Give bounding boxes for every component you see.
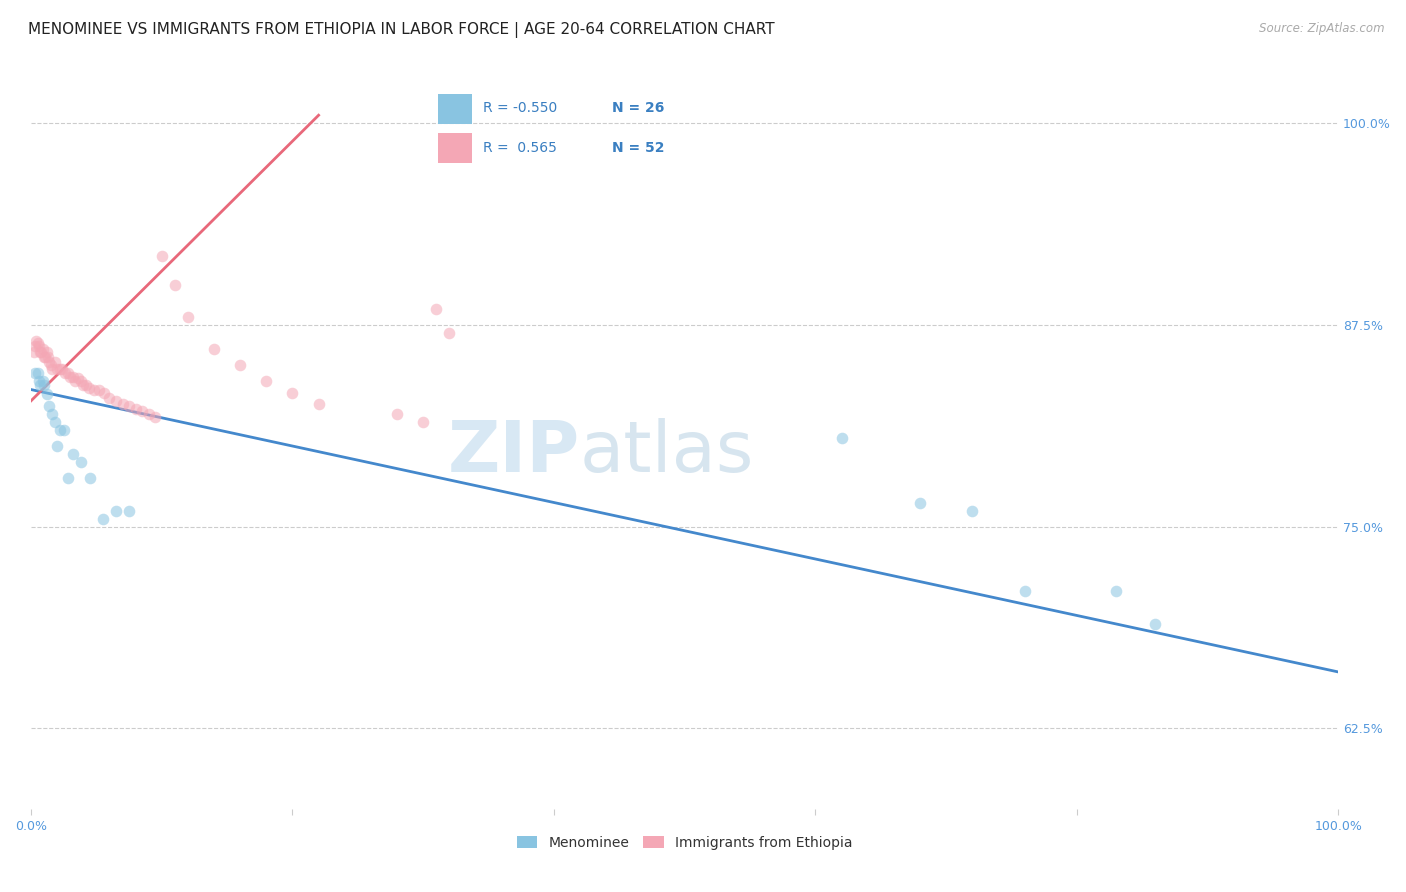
Point <box>439 326 461 340</box>
Point <box>308 397 330 411</box>
Point <box>163 277 186 292</box>
Point <box>412 415 434 429</box>
Point <box>41 361 63 376</box>
Point <box>83 383 105 397</box>
Point <box>104 503 127 517</box>
Point <box>31 375 53 389</box>
Point <box>143 409 166 424</box>
Point <box>49 361 72 376</box>
Text: ZIP: ZIP <box>447 418 581 487</box>
Point <box>118 503 141 517</box>
Point <box>65 375 87 389</box>
Point <box>1105 584 1128 599</box>
Point <box>150 249 173 263</box>
Text: Source: ZipAtlas.com: Source: ZipAtlas.com <box>1260 22 1385 36</box>
Point <box>59 369 82 384</box>
Point <box>46 439 69 453</box>
Point <box>831 431 853 445</box>
Point <box>32 351 55 365</box>
Point <box>124 401 146 416</box>
Point <box>28 339 51 353</box>
Point <box>960 503 983 517</box>
Point <box>31 342 53 356</box>
Point <box>35 387 58 401</box>
Point <box>425 301 447 316</box>
Point <box>62 369 84 384</box>
Point <box>27 335 49 350</box>
Point <box>98 391 121 405</box>
Point <box>77 381 100 395</box>
Point <box>202 342 225 356</box>
Point <box>30 345 52 359</box>
Point <box>75 377 97 392</box>
Point <box>27 367 49 381</box>
Point <box>79 471 101 485</box>
Point <box>385 407 408 421</box>
Point <box>67 371 90 385</box>
Point <box>118 399 141 413</box>
Point <box>38 355 60 369</box>
Point <box>229 359 252 373</box>
Point <box>53 367 76 381</box>
Legend: Menominee, Immigrants from Ethiopia: Menominee, Immigrants from Ethiopia <box>510 830 858 855</box>
Text: atlas: atlas <box>581 418 755 487</box>
Point <box>138 407 160 421</box>
Point <box>46 361 69 376</box>
Point <box>177 310 200 324</box>
Point <box>51 361 73 376</box>
Point <box>104 393 127 408</box>
Point <box>72 377 94 392</box>
Point <box>131 403 153 417</box>
Point <box>22 345 45 359</box>
Point <box>30 377 52 392</box>
Point <box>39 359 62 373</box>
Point <box>1014 584 1036 599</box>
Point <box>32 377 55 392</box>
Point <box>281 385 304 400</box>
Point <box>25 334 48 348</box>
Point <box>62 447 84 461</box>
Point <box>52 423 75 437</box>
Point <box>34 351 56 365</box>
Point <box>56 367 79 381</box>
Point <box>49 423 72 437</box>
Point <box>41 407 63 421</box>
Point <box>69 455 91 469</box>
Point <box>38 399 60 413</box>
Point <box>1144 616 1167 631</box>
Point <box>35 345 58 359</box>
Point <box>254 375 277 389</box>
Point <box>28 375 51 389</box>
Point <box>908 495 931 509</box>
Point <box>24 367 46 381</box>
Point <box>56 471 79 485</box>
Point <box>69 375 91 389</box>
Point <box>24 339 46 353</box>
Point <box>37 351 59 365</box>
Point <box>93 385 115 400</box>
Point <box>91 511 114 525</box>
Point <box>111 397 134 411</box>
Text: MENOMINEE VS IMMIGRANTS FROM ETHIOPIA IN LABOR FORCE | AGE 20-64 CORRELATION CHA: MENOMINEE VS IMMIGRANTS FROM ETHIOPIA IN… <box>28 22 775 38</box>
Point <box>87 383 110 397</box>
Point <box>44 415 66 429</box>
Point <box>30 345 52 359</box>
Point <box>44 355 66 369</box>
